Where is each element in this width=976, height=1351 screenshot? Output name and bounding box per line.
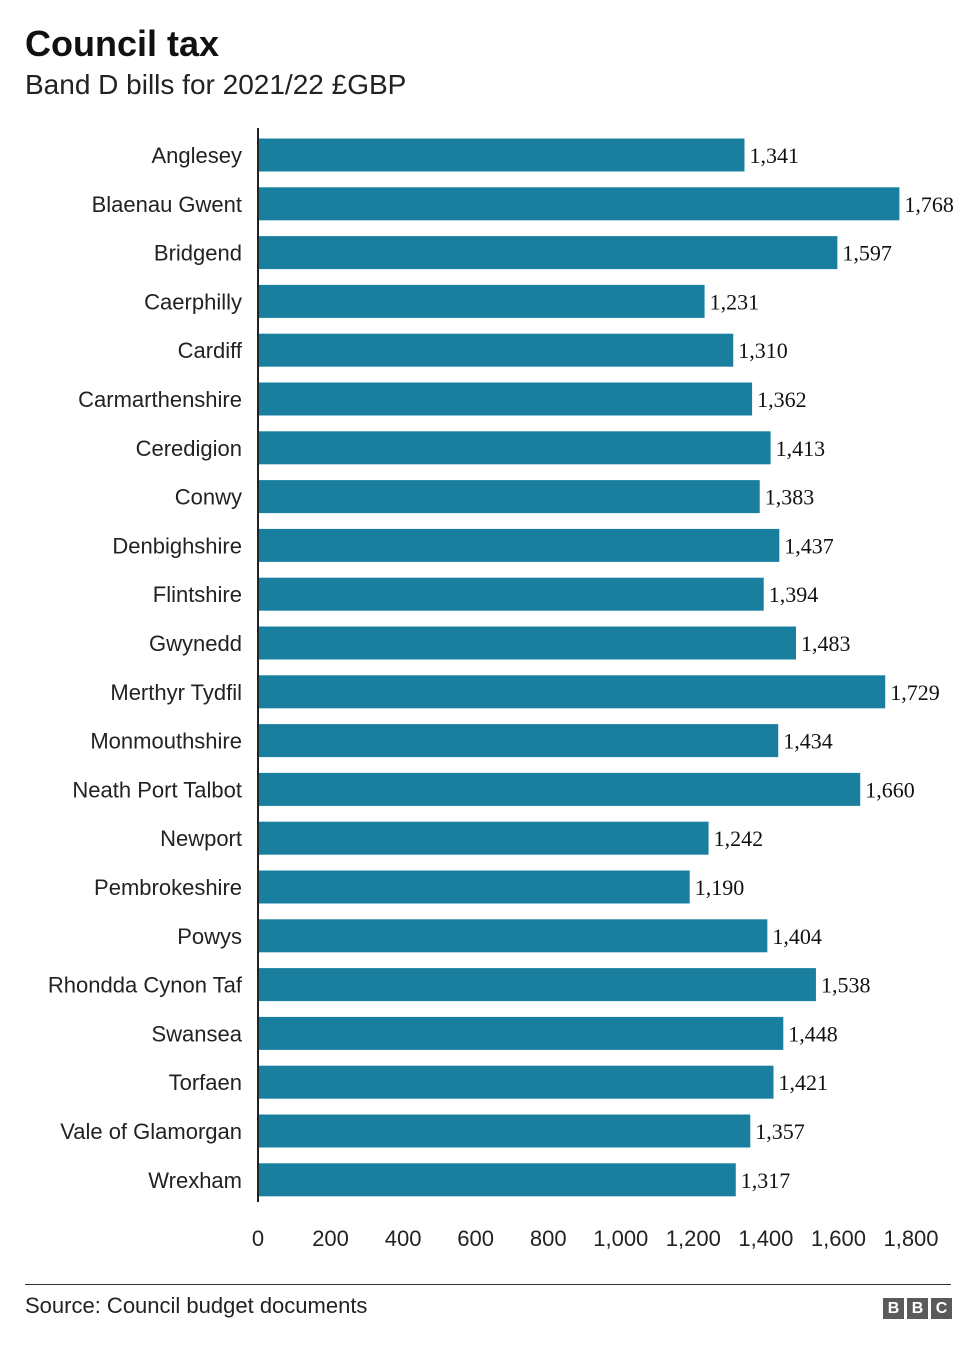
x-tick-label-1400: 1,400 bbox=[738, 1226, 793, 1251]
category-label-denbighshire: Denbighshire bbox=[112, 533, 242, 558]
category-label-wrexham: Wrexham bbox=[148, 1168, 242, 1193]
bar-anglesey bbox=[258, 138, 745, 172]
category-label-cardiff: Cardiff bbox=[178, 338, 243, 363]
value-label-pembrokeshire: 1,190 bbox=[695, 875, 745, 900]
category-label-swansea: Swansea bbox=[151, 1021, 242, 1046]
bar-swansea bbox=[258, 1016, 784, 1050]
chart-title: Council tax bbox=[25, 23, 220, 64]
value-label-anglesey: 1,341 bbox=[749, 143, 799, 168]
value-label-caerphilly: 1,231 bbox=[710, 289, 760, 314]
value-label-vale-of-glamorgan: 1,357 bbox=[755, 1119, 805, 1144]
bar-gwynedd bbox=[258, 626, 796, 660]
bar-wrexham bbox=[258, 1163, 736, 1197]
bar-blaenau-gwent bbox=[258, 187, 900, 221]
value-label-merthyr-tydfil: 1,729 bbox=[890, 680, 940, 705]
category-label-rhondda-cynon-taf: Rhondda Cynon Taf bbox=[48, 973, 243, 998]
bar-merthyr-tydfil bbox=[258, 675, 886, 709]
value-label-bridgend: 1,597 bbox=[842, 241, 892, 266]
category-label-ceredigion: Ceredigion bbox=[136, 436, 242, 461]
bbc-logo-letter-b1: B bbox=[883, 1298, 904, 1319]
value-label-gwynedd: 1,483 bbox=[801, 631, 851, 656]
x-tick-label-800: 800 bbox=[530, 1226, 567, 1251]
bar-conwy bbox=[258, 480, 760, 514]
x-tick-label-1800: 1,800 bbox=[883, 1226, 938, 1251]
bbc-logo-letter-c: C bbox=[931, 1298, 952, 1319]
bbc-logo: B B C bbox=[883, 1298, 952, 1319]
category-label-caerphilly: Caerphilly bbox=[144, 289, 242, 314]
category-label-anglesey: Anglesey bbox=[151, 143, 242, 168]
x-tick-label-1000: 1,000 bbox=[593, 1226, 648, 1251]
value-label-powys: 1,404 bbox=[772, 924, 822, 949]
category-label-monmouthshire: Monmouthshire bbox=[90, 729, 242, 754]
category-label-powys: Powys bbox=[177, 924, 242, 949]
category-label-torfaen: Torfaen bbox=[169, 1070, 242, 1095]
bar-pembrokeshire bbox=[258, 870, 690, 904]
bbc-logo-letter-b2: B bbox=[907, 1298, 928, 1319]
value-label-monmouthshire: 1,434 bbox=[783, 729, 833, 754]
value-label-wrexham: 1,317 bbox=[741, 1168, 791, 1193]
category-label-vale-of-glamorgan: Vale of Glamorgan bbox=[60, 1119, 242, 1144]
category-label-newport: Newport bbox=[160, 826, 242, 851]
value-label-conwy: 1,383 bbox=[765, 485, 815, 510]
bar-powys bbox=[258, 919, 768, 953]
bar-newport bbox=[258, 821, 709, 855]
chart-subtitle: Band D bills for 2021/22 £GBP bbox=[25, 69, 407, 100]
category-label-gwynedd: Gwynedd bbox=[149, 631, 242, 656]
value-label-neath-port-talbot: 1,660 bbox=[865, 777, 915, 802]
bar-caerphilly bbox=[258, 284, 705, 318]
value-label-rhondda-cynon-taf: 1,538 bbox=[821, 973, 871, 998]
bar-carmarthenshire bbox=[258, 382, 753, 416]
bar-flintshire bbox=[258, 577, 764, 611]
value-label-flintshire: 1,394 bbox=[769, 582, 819, 607]
bar-denbighshire bbox=[258, 528, 780, 562]
bar-ceredigion bbox=[258, 431, 771, 465]
bar-chart: Anglesey 1,341 Blaenau Gwent 1,768 Bridgend 1… bbox=[48, 128, 954, 1251]
source-note: Source: Council budget documents bbox=[25, 1293, 368, 1318]
category-label-neath-port-talbot: Neath Port Talbot bbox=[72, 777, 242, 802]
category-label-pembrokeshire: Pembrokeshire bbox=[94, 875, 242, 900]
x-tick-label-1600: 1,600 bbox=[811, 1226, 866, 1251]
bar-bridgend bbox=[258, 236, 838, 270]
category-label-conwy: Conwy bbox=[175, 485, 242, 510]
value-label-cardiff: 1,310 bbox=[738, 338, 788, 363]
category-label-merthyr-tydfil: Merthyr Tydfil bbox=[110, 680, 242, 705]
bar-vale-of-glamorgan bbox=[258, 1114, 751, 1148]
category-label-blaenau-gwent: Blaenau Gwent bbox=[92, 192, 242, 217]
x-tick-label-400: 400 bbox=[385, 1226, 422, 1251]
value-label-newport: 1,242 bbox=[714, 826, 764, 851]
value-label-swansea: 1,448 bbox=[788, 1021, 838, 1046]
value-label-blaenau-gwent: 1,768 bbox=[904, 192, 954, 217]
bar-torfaen bbox=[258, 1065, 774, 1099]
bar-rhondda-cynon-taf bbox=[258, 968, 816, 1002]
footer-divider bbox=[25, 1284, 951, 1285]
bar-neath-port-talbot bbox=[258, 772, 861, 806]
bar-cardiff bbox=[258, 333, 734, 367]
category-label-carmarthenshire: Carmarthenshire bbox=[78, 387, 242, 412]
value-label-denbighshire: 1,437 bbox=[784, 533, 834, 558]
x-tick-label-1200: 1,200 bbox=[666, 1226, 721, 1251]
value-label-carmarthenshire: 1,362 bbox=[757, 387, 807, 412]
category-label-flintshire: Flintshire bbox=[153, 582, 242, 607]
value-label-ceredigion: 1,413 bbox=[776, 436, 826, 461]
x-tick-label-0: 0 bbox=[252, 1226, 264, 1251]
x-tick-label-600: 600 bbox=[457, 1226, 494, 1251]
category-label-bridgend: Bridgend bbox=[154, 241, 242, 266]
bar-monmouthshire bbox=[258, 724, 779, 758]
x-tick-label-200: 200 bbox=[312, 1226, 349, 1251]
value-label-torfaen: 1,421 bbox=[779, 1070, 829, 1095]
